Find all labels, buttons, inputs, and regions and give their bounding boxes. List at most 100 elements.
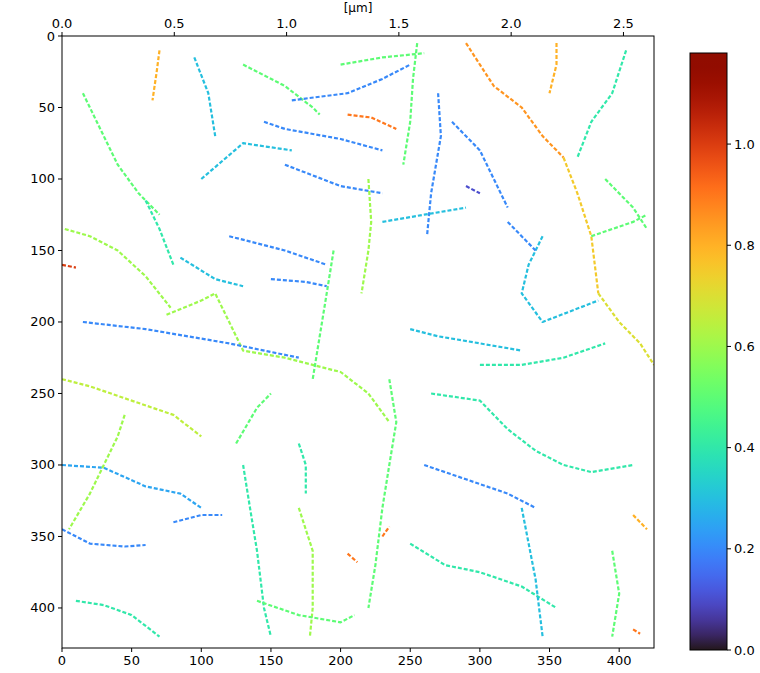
y-tick [58, 464, 62, 465]
boundary-segment [153, 50, 160, 100]
boundary-segment [564, 158, 599, 294]
colorbar-tick [727, 548, 731, 549]
top-tick-label: 1.0 [276, 16, 297, 31]
colorbar-tick [727, 245, 731, 246]
boundary-segment [591, 215, 647, 237]
boundary-segment [264, 122, 382, 151]
x-tick [619, 648, 620, 652]
x-tick [131, 648, 132, 652]
y-tick-label: 100 [30, 171, 55, 186]
y-tick-label: 350 [30, 529, 55, 544]
x-tick-label: 350 [537, 653, 562, 668]
boundary-segment [201, 143, 291, 179]
boundary-segment [180, 258, 243, 287]
y-tick [58, 393, 62, 394]
boundary-segment [466, 43, 564, 157]
boundary-segment [341, 53, 425, 64]
y-tick [58, 607, 62, 608]
boundary-segment [508, 222, 536, 251]
colorbar-tick-label: 0.4 [734, 440, 755, 455]
y-tick [58, 250, 62, 251]
top-tick-label: 2.5 [613, 16, 634, 31]
boundary-segment [410, 329, 522, 351]
x-tick [340, 648, 341, 652]
y-tick [58, 536, 62, 537]
top-axis-title: [µm] [344, 1, 373, 15]
boundary-segment [466, 186, 480, 193]
boundary-segment [285, 165, 383, 194]
colorbar-tick [727, 447, 731, 448]
boundary-segment [271, 279, 327, 286]
boundary-segment [243, 65, 320, 115]
y-tick [58, 321, 62, 322]
chart: 0501001502002503003504000501001502002503… [0, 0, 760, 673]
top-tick-label: 0.5 [164, 16, 185, 31]
boundary-segment [382, 208, 466, 222]
top-tick [623, 32, 624, 36]
boundary-segment [167, 293, 390, 422]
boundary-segment [431, 394, 633, 473]
boundary-segment [427, 93, 441, 236]
boundary-segment [424, 465, 535, 508]
colorbar-tick [727, 346, 731, 347]
top-tick [286, 32, 287, 36]
boundary-segment [146, 200, 174, 264]
boundary-segment [62, 379, 201, 436]
boundary-segment [292, 65, 410, 101]
top-tick [398, 32, 399, 36]
boundary-segment [299, 444, 306, 494]
y-tick-label: 50 [38, 100, 55, 115]
top-tick [511, 32, 512, 36]
boundaries [62, 43, 654, 637]
boundary-segment [605, 179, 647, 229]
boundary-segment [348, 554, 358, 563]
x-tick-label: 200 [328, 653, 353, 668]
boundary-segment [452, 122, 508, 208]
boundary-segment [194, 57, 215, 136]
boundary-segment [598, 293, 654, 365]
boundary-segment [243, 465, 271, 637]
colorbar-tick-label: 0.6 [734, 339, 755, 354]
x-tick-label: 400 [607, 653, 632, 668]
colorbar-tick-label: 1.0 [734, 137, 755, 152]
boundary-segment [69, 415, 125, 529]
x-tick-label: 100 [189, 653, 214, 668]
colorbar-tick-label: 0.0 [734, 643, 755, 658]
boundary-segment [62, 465, 201, 508]
x-tick [62, 648, 63, 652]
colorbar-tick [727, 144, 731, 145]
x-tick [270, 648, 271, 652]
colorbar-tick-label: 0.8 [734, 238, 755, 253]
colorbar [690, 53, 727, 650]
y-tick-label: 200 [30, 314, 55, 329]
x-tick [201, 648, 202, 652]
boundary-segment [257, 601, 355, 623]
boundary-segment [577, 50, 626, 157]
x-tick-label: 0 [58, 653, 66, 668]
y-tick-label: 150 [30, 243, 55, 258]
y-tick-label: 400 [30, 600, 55, 615]
y-tick [58, 36, 62, 37]
boundary-segment [313, 251, 334, 380]
boundary-segment [633, 629, 640, 633]
boundary-segment [173, 515, 222, 522]
x-tick-label: 250 [398, 653, 423, 668]
boundary-segment [83, 322, 299, 358]
boundary-segment [480, 343, 605, 365]
plot-frame [62, 36, 654, 648]
boundary-segment [65, 229, 171, 308]
boundary-segment [362, 179, 372, 293]
colorbar-tick [727, 650, 731, 651]
x-tick [410, 648, 411, 652]
top-tick [62, 32, 63, 36]
top-tick-label: 0.0 [52, 16, 73, 31]
x-tick-label: 150 [259, 653, 284, 668]
colorbar-tick-label: 0.2 [734, 541, 755, 556]
boundary-segment [403, 43, 417, 165]
y-tick-label: 250 [30, 386, 55, 401]
boundary-segment [83, 93, 160, 215]
boundary-segment [76, 601, 160, 637]
boundary-segment [550, 43, 557, 93]
boundary-segment [633, 515, 647, 529]
boundary-segment [236, 394, 271, 444]
